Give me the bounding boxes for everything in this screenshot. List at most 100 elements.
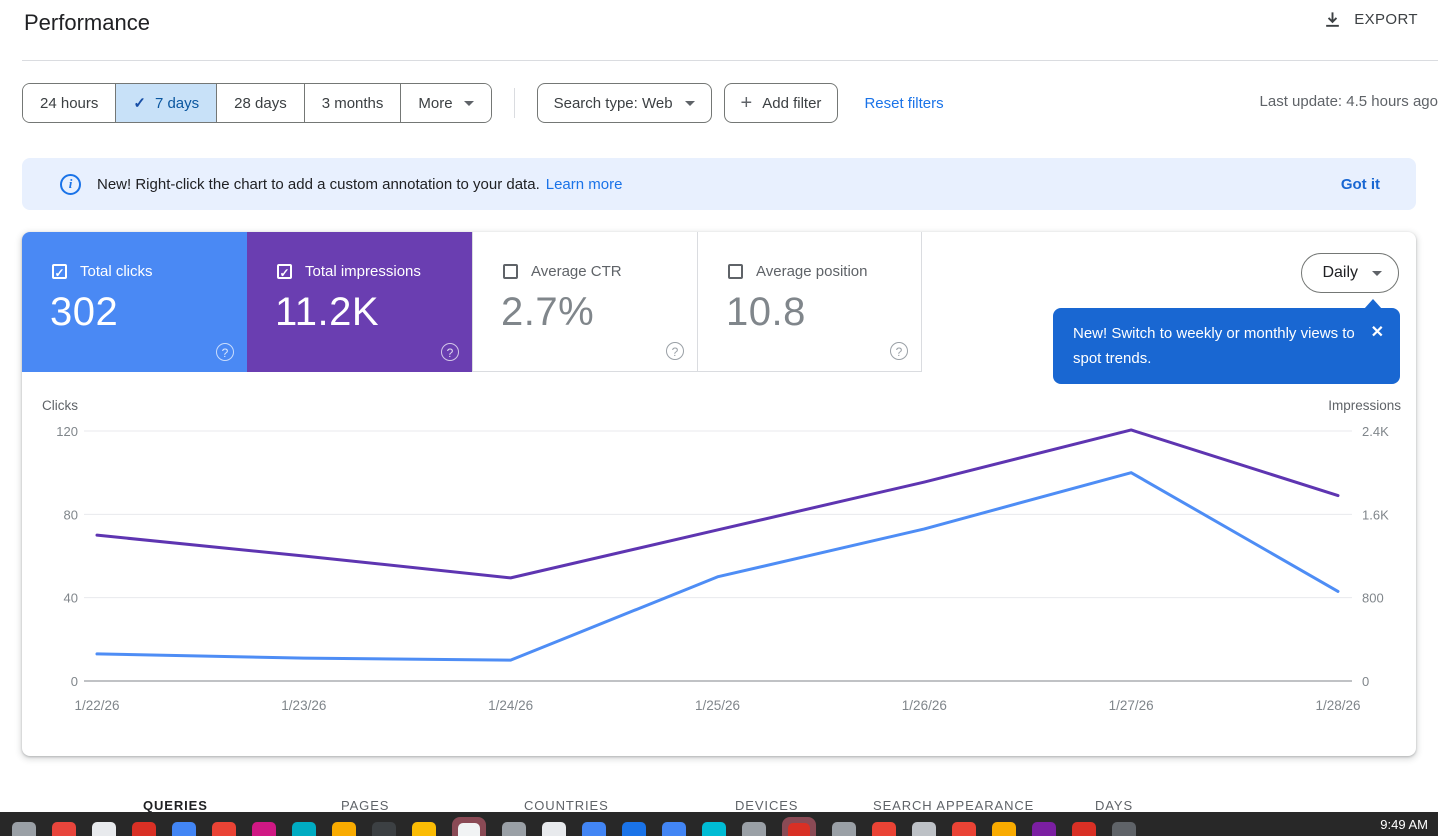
metric-tile-average-ctr[interactable]: Average CTR 2.7%? <box>472 232 697 372</box>
metric-label: Total clicks <box>80 263 153 280</box>
header-divider <box>22 60 1438 61</box>
search-type-dropdown[interactable]: Search type: Web <box>536 83 712 123</box>
taskbar-app-icon[interactable] <box>872 822 896 836</box>
checkbox-checked-icon[interactable]: ✓ <box>277 264 292 280</box>
learn-more-link[interactable]: Learn more <box>545 175 623 193</box>
metric-tile-average-position[interactable]: Average position 10.8? <box>697 232 922 372</box>
reset-filters-link[interactable]: Reset filters <box>864 94 944 112</box>
clicks-line-series <box>95 471 1340 662</box>
help-icon[interactable]: ? <box>216 343 234 361</box>
taskbar-app-icon[interactable] <box>622 822 646 836</box>
left-axis-tick: 40 <box>64 591 78 606</box>
range-chip-more[interactable]: More <box>400 84 491 122</box>
taskbar-app-icon[interactable] <box>172 822 196 836</box>
taskbar-app-icon[interactable] <box>52 822 76 836</box>
metric-label: Total impressions <box>305 263 421 280</box>
help-icon[interactable]: ? <box>441 343 459 361</box>
help-icon[interactable]: ? <box>890 342 908 360</box>
taskbar-app-highlight[interactable] <box>452 817 486 836</box>
taskbar-app-icon[interactable] <box>952 822 976 836</box>
checkbox-unchecked-icon[interactable] <box>728 264 743 279</box>
range-chip-3-months[interactable]: 3 months <box>303 84 401 122</box>
tab-devices[interactable]: DEVICES <box>735 798 799 813</box>
performance-chart-panel: ✓ Total clicks 302? ✓ Total impressions 11.2K… <box>22 232 1416 756</box>
checkbox-checked-icon[interactable]: ✓ <box>52 264 67 280</box>
left-axis-tick: 120 <box>56 424 78 439</box>
download-icon <box>1326 12 1340 27</box>
taskbar-app-icon[interactable] <box>502 822 526 836</box>
tab-search-appearance[interactable]: SEARCH APPEARANCE <box>873 798 1035 813</box>
taskbar-app-icon[interactable] <box>992 822 1016 836</box>
taskbar-app-icon[interactable] <box>662 822 686 836</box>
chevron-down-icon <box>684 100 695 106</box>
taskbar-app-icon[interactable] <box>702 822 726 836</box>
weekly-views-tooltip: New! Switch to weekly or monthly views t… <box>1053 299 1400 384</box>
tab-queries[interactable]: QUERIES <box>143 798 208 813</box>
taskbar-app-icon[interactable] <box>582 822 606 836</box>
taskbar-app-icon[interactable] <box>412 822 436 836</box>
performance-line-chart[interactable]: 0 0 40 800 80 1.6K 120 2.4K Clicks Impressions 1/2… <box>22 392 1416 732</box>
tab-countries[interactable]: COUNTRIES <box>524 798 609 813</box>
range-chip-28-days[interactable]: 28 days <box>216 84 304 122</box>
taskbar-app-icon[interactable] <box>292 822 316 836</box>
x-axis-tick: 1/24/26 <box>488 698 533 713</box>
taskbar-app-icon[interactable] <box>212 822 236 836</box>
x-axis-tick: 1/25/26 <box>695 698 740 713</box>
help-icon[interactable]: ? <box>666 342 684 360</box>
x-axis-tick: 1/28/26 <box>1315 698 1360 713</box>
metric-label: Average position <box>756 263 868 280</box>
check-icon: ✓ <box>133 95 146 112</box>
x-axis-tick: 1/22/26 <box>74 698 119 713</box>
metric-value: 11.2K <box>275 290 380 334</box>
page-title: Performance <box>24 10 150 35</box>
taskbar-clock: 9:49 AM <box>1380 817 1428 832</box>
range-chip-24-hours[interactable]: 24 hours <box>23 84 116 122</box>
granularity-label: Daily <box>1322 264 1358 281</box>
right-axis-tick: 0 <box>1362 674 1369 689</box>
banner-text: New! Right-click the chart to add a cust… <box>97 175 540 193</box>
x-axis-tick: 1/27/26 <box>1109 698 1154 713</box>
taskbar-app-icon[interactable] <box>1032 822 1056 836</box>
taskbar-app-icon[interactable] <box>332 822 356 836</box>
impressions-line-series <box>95 428 1340 580</box>
close-icon[interactable]: ✕ <box>1370 324 1384 341</box>
taskbar-app-icon[interactable] <box>132 822 156 836</box>
right-axis-tick: 1.6K <box>1362 507 1389 522</box>
taskbar-app-icon[interactable] <box>92 822 116 836</box>
right-axis-tick: 2.4K <box>1362 424 1389 439</box>
got-it-button[interactable]: Got it <box>1340 175 1380 193</box>
right-axis-title: Impressions <box>1328 398 1401 413</box>
filter-toolbar: 24 hours ✓ 7 days 28 days 3 months More Searc… <box>22 83 1438 123</box>
taskbar-app-icon[interactable] <box>542 822 566 836</box>
search-type-label: Search type: Web <box>553 94 673 112</box>
metric-tiles-row: ✓ Total clicks 302? ✓ Total impressions 11.2K… <box>22 232 1416 372</box>
range-chip-7-days[interactable]: ✓ 7 days <box>115 84 217 122</box>
range-chip-label: 3 months <box>321 94 384 112</box>
dimension-tabs: QUERIES PAGES COUNTRIES DEVICES SEARCH APPEA… <box>0 790 1438 836</box>
x-axis-tick: 1/26/26 <box>902 698 947 713</box>
tab-days[interactable]: DAYS <box>1095 798 1134 813</box>
export-label: EXPORT <box>1354 11 1418 28</box>
granularity-dropdown[interactable]: Daily <box>1301 253 1399 293</box>
taskbar-app-icon[interactable] <box>742 822 766 836</box>
checkbox-unchecked-icon[interactable] <box>503 264 518 279</box>
export-button[interactable]: EXPORT <box>1323 10 1418 29</box>
taskbar-app-icon[interactable] <box>788 823 810 836</box>
left-axis-tick: 80 <box>64 507 78 522</box>
taskbar-app-icon[interactable] <box>832 822 856 836</box>
taskbar-app-icon[interactable] <box>1072 822 1096 836</box>
taskbar-app-icon[interactable] <box>372 822 396 836</box>
taskbar-app-icon[interactable] <box>252 822 276 836</box>
metric-tile-total-impressions[interactable]: ✓ Total impressions 11.2K? <box>247 232 472 372</box>
add-filter-button[interactable]: + Add filter <box>723 83 839 123</box>
metric-tile-total-clicks[interactable]: ✓ Total clicks 302? <box>22 232 247 372</box>
taskbar-app-icon[interactable] <box>458 823 480 836</box>
taskbar-app-icon[interactable] <box>912 822 936 836</box>
tab-pages[interactable]: PAGES <box>341 798 390 813</box>
annotation-info-banner: i New! Right-click the chart to add a cu… <box>22 158 1416 210</box>
taskbar-app-icon[interactable] <box>12 822 36 836</box>
os-taskbar: 9:49 AM <box>0 812 1438 836</box>
taskbar-app-highlight[interactable] <box>782 817 816 836</box>
taskbar-app-icon[interactable] <box>1112 822 1136 836</box>
range-chip-label: 28 days <box>234 94 287 112</box>
